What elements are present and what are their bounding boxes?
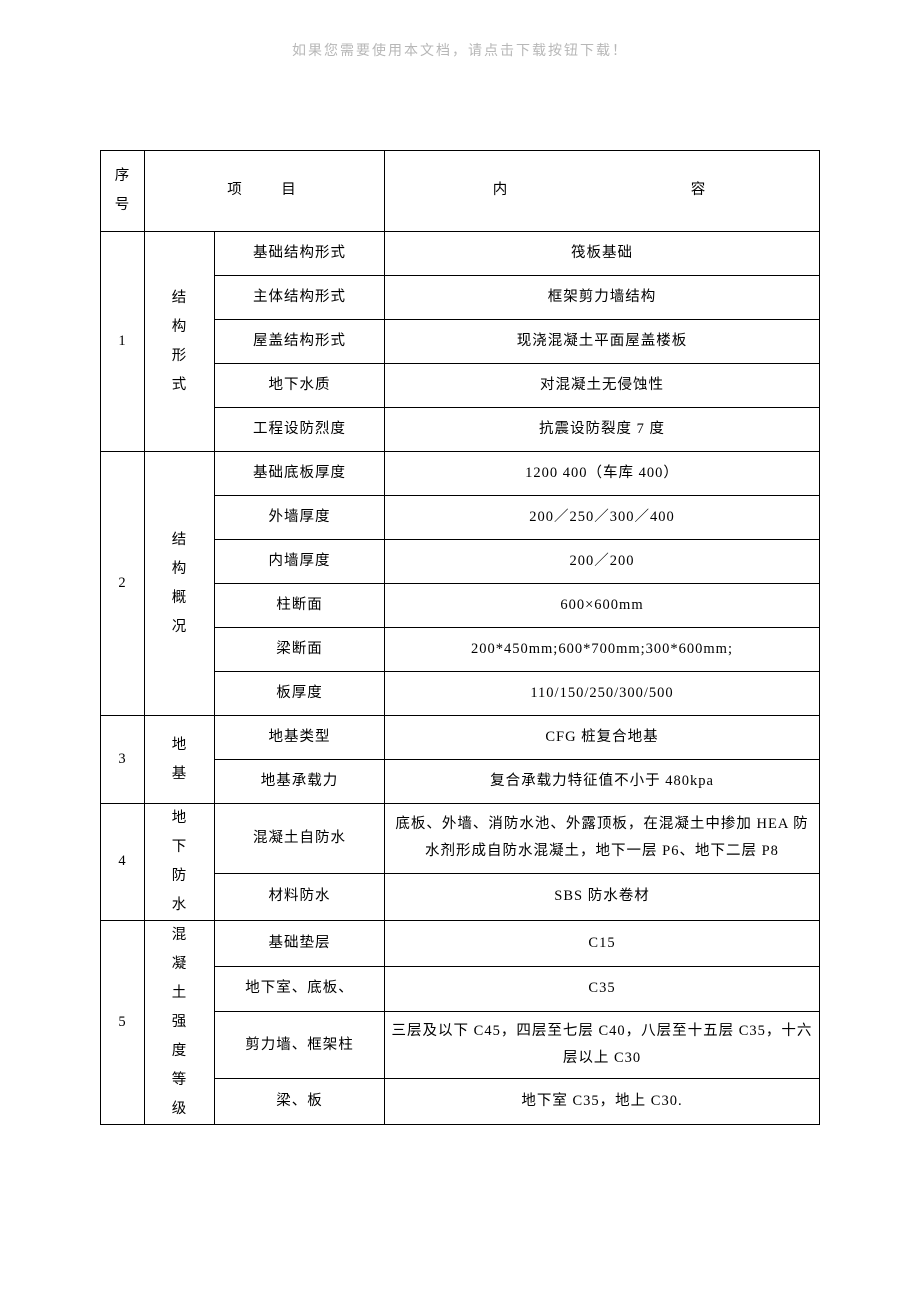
header-content: 内 容 [385,151,820,232]
header-seq: 序号 [101,151,145,232]
item-cell: 地下水质 [215,364,385,408]
table-row: 3地基地基类型CFG 桩复合地基 [101,716,820,760]
item-cell: 主体结构形式 [215,276,385,320]
seq-cell: 4 [101,804,145,921]
value-cell: 三层及以下 C45，四层至七层 C40，八层至十五层 C35，十六层以上 C30 [385,1012,820,1079]
value-cell: 筏板基础 [385,232,820,276]
value-cell: 600×600mm [385,584,820,628]
category-cell: 结构概况 [145,452,215,716]
value-cell: 抗震设防裂度 7 度 [385,408,820,452]
document-page: 如果您需要使用本文档，请点击下载按钮下载！ 序号 项 目 内 容 1结构形式基础… [0,0,920,1185]
item-cell: 屋盖结构形式 [215,320,385,364]
seq-cell: 2 [101,452,145,716]
category-cell: 结构形式 [145,232,215,452]
table-row: 2结构概况基础底板厚度1200 400（车库 400） [101,452,820,496]
item-cell: 基础结构形式 [215,232,385,276]
category-cell: 地下防水 [145,804,215,921]
value-cell: 现浇混凝土平面屋盖楼板 [385,320,820,364]
item-cell: 柱断面 [215,584,385,628]
item-cell: 内墙厚度 [215,540,385,584]
table-row: 5混凝土强度等级基础垫层C15 [101,921,820,967]
download-notice: 如果您需要使用本文档，请点击下载按钮下载！ [100,40,820,60]
seq-cell: 5 [101,921,145,1125]
header-row: 序号 项 目 内 容 [101,151,820,232]
value-cell: 200*450mm;600*700mm;300*600mm; [385,628,820,672]
item-cell: 外墙厚度 [215,496,385,540]
spec-table: 序号 项 目 内 容 1结构形式基础结构形式筏板基础主体结构形式框架剪力墙结构屋… [100,150,820,1125]
value-cell: 200／250／300／400 [385,496,820,540]
value-cell: C35 [385,966,820,1012]
item-cell: 梁断面 [215,628,385,672]
item-cell: 梁、板 [215,1079,385,1125]
value-cell: 110/150/250/300/500 [385,672,820,716]
item-cell: 基础底板厚度 [215,452,385,496]
item-cell: 地基类型 [215,716,385,760]
table-row: 4地下防水混凝土自防水底板、外墙、消防水池、外露顶板，在混凝土中掺加 HEA 防… [101,804,820,874]
category-cell: 混凝土强度等级 [145,921,215,1125]
item-cell: 地基承载力 [215,760,385,804]
value-cell: 复合承载力特征值不小于 480kpa [385,760,820,804]
value-cell: 底板、外墙、消防水池、外露顶板，在混凝土中掺加 HEA 防水剂形成自防水混凝土，… [385,804,820,874]
value-cell: 地下室 C35，地上 C30. [385,1079,820,1125]
table-row: 1结构形式基础结构形式筏板基础 [101,232,820,276]
item-cell: 基础垫层 [215,921,385,967]
item-cell: 剪力墙、框架柱 [215,1012,385,1079]
item-cell: 板厚度 [215,672,385,716]
value-cell: 200／200 [385,540,820,584]
value-cell: 1200 400（车库 400） [385,452,820,496]
item-cell: 材料防水 [215,873,385,920]
value-cell: CFG 桩复合地基 [385,716,820,760]
value-cell: 对混凝土无侵蚀性 [385,364,820,408]
seq-cell: 1 [101,232,145,452]
header-project: 项 目 [145,151,385,232]
category-cell: 地基 [145,716,215,804]
value-cell: C15 [385,921,820,967]
seq-cell: 3 [101,716,145,804]
value-cell: SBS 防水卷材 [385,873,820,920]
item-cell: 混凝土自防水 [215,804,385,874]
item-cell: 工程设防烈度 [215,408,385,452]
item-cell: 地下室、底板、 [215,966,385,1012]
value-cell: 框架剪力墙结构 [385,276,820,320]
